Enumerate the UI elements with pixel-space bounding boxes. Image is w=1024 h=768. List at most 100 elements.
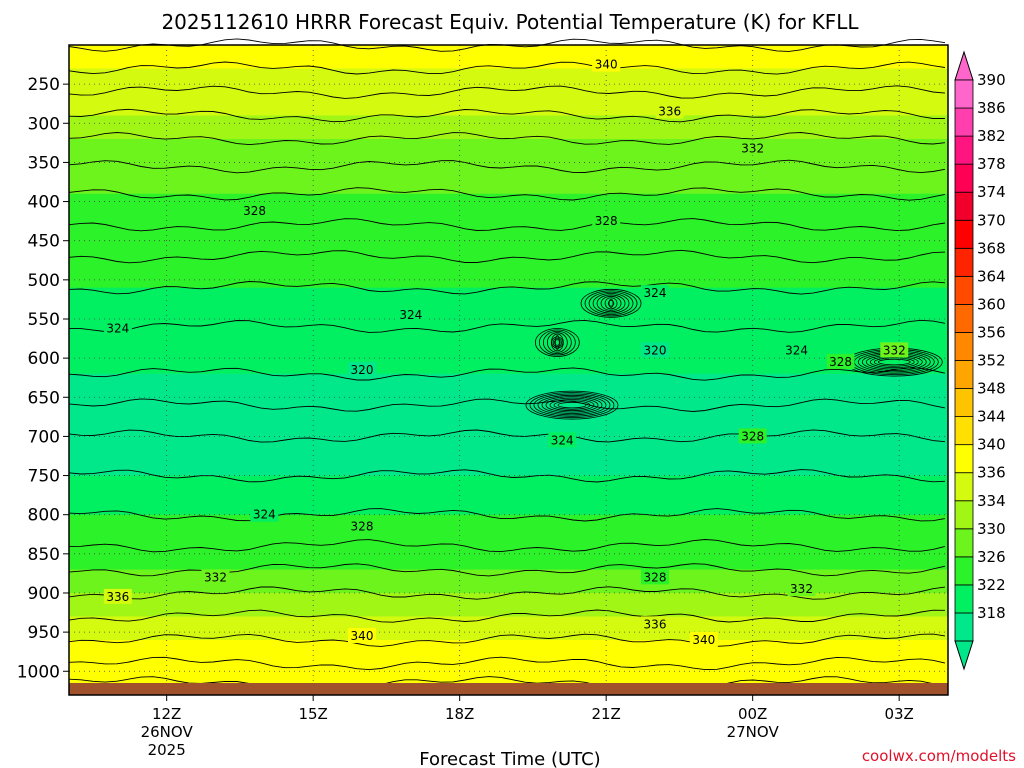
colorbar-arrow-bottom [954, 640, 974, 671]
contour-line [68, 85, 946, 99]
contour-label: 336 [644, 617, 667, 631]
contour-label: 328 [644, 570, 667, 584]
colorbar-swatch [954, 528, 974, 558]
theta-e-band [69, 639, 948, 665]
y-tick-label: 1000 [17, 662, 60, 682]
x-tick-label: 18Z [445, 705, 474, 723]
colorbar-label: 344 [977, 408, 1006, 426]
contour-label-bg [641, 616, 669, 632]
contour-line [68, 609, 946, 623]
contour-label: 328 [829, 355, 852, 369]
y-tick-label: 700 [28, 427, 60, 447]
contour-cluster [529, 392, 615, 419]
contour-cluster [592, 293, 630, 314]
x-tick-label: 12Z [152, 705, 181, 723]
contour-label: 340 [595, 58, 618, 72]
colorbar-swatch [954, 556, 974, 586]
colorbar-label: 352 [977, 352, 1006, 370]
contour-label-bg [782, 342, 811, 358]
contour-label-bg [103, 320, 132, 336]
colorbar-swatch [954, 219, 974, 249]
colorbar: 318 322 326 330 334 336 340 344 348 352 356 360 364 3… [954, 50, 1006, 671]
theta-e-band [69, 326, 948, 375]
contour-label: 332 [204, 570, 227, 584]
contour-label: 340 [351, 629, 374, 643]
colorbar-swatch [954, 360, 974, 389]
contour-label: 336 [658, 105, 681, 119]
colorbar-swatch [954, 332, 974, 361]
contour-cluster [550, 333, 564, 352]
contour-label: 328 [595, 214, 618, 228]
contour-label: 332 [741, 141, 764, 155]
contour-line [68, 469, 946, 483]
colorbar-swatch [954, 135, 974, 165]
colorbar-swatch [954, 163, 974, 193]
contour-label-bg [201, 569, 230, 585]
contour-label: 324 [644, 286, 667, 300]
theta-e-band [69, 514, 948, 547]
contour-line [68, 132, 946, 146]
colorbar-label: 364 [977, 267, 1006, 285]
colorbar-label: 356 [977, 323, 1006, 341]
colorbar-label: 386 [977, 99, 1006, 117]
colorbar-label: 390 [977, 71, 1006, 89]
contour-label-bg [348, 361, 376, 377]
theta-e-band [69, 405, 948, 438]
ground-strip [69, 683, 948, 695]
contour-label: 320 [351, 363, 374, 377]
contour-label: 332 [790, 582, 813, 596]
contour-label-bg [787, 581, 816, 597]
theta-e-band [69, 115, 948, 140]
y-tick-label: 750 [28, 467, 60, 487]
colorbar-swatch [954, 388, 974, 417]
theta-e-band [69, 475, 948, 516]
contour-label-bg [641, 569, 669, 585]
contour-label-bg [880, 342, 909, 358]
theta-e-band [69, 546, 948, 571]
contour-cluster [553, 400, 591, 410]
theta-e-band [69, 193, 948, 226]
contour-label-bg [103, 588, 132, 604]
theta-e-band [69, 45, 948, 70]
colorbar-label: 326 [977, 548, 1006, 566]
contour-label-bg [548, 432, 577, 448]
theta-e-band [69, 68, 948, 93]
contour-line [68, 539, 946, 553]
theta-e-band [69, 225, 948, 257]
contour-label-bg [250, 506, 279, 522]
y-tick-label: 650 [28, 388, 60, 408]
contour-line [68, 398, 946, 412]
contour-cluster [551, 336, 564, 349]
y-tick-label: 800 [28, 506, 60, 526]
x-tick-date: 26NOV [141, 723, 194, 741]
y-axis: 250 300 350 400 450 500 550 600 650 700 750 800 850 9… [17, 75, 69, 682]
contour-cluster [541, 396, 603, 414]
colorbar-label: 330 [977, 520, 1006, 538]
colorbar-label: 360 [977, 295, 1006, 313]
contour-cluster [554, 339, 561, 346]
contour-label-bg [641, 285, 669, 301]
contour-cluster [600, 295, 622, 311]
contour-line [68, 187, 946, 201]
contour-line [68, 108, 945, 123]
contour-label: 324 [551, 433, 574, 447]
x-tick-label: 00Z [738, 705, 767, 723]
contour-label-bg [689, 631, 718, 647]
colorbar-swatch [954, 79, 974, 109]
contour-label: 336 [106, 590, 129, 604]
contour-cluster [584, 290, 638, 317]
colorbar-swatch [954, 444, 974, 474]
colorbar-label: 382 [977, 127, 1006, 145]
chart-title: 2025112610 HRRR Forecast Equiv. Potentia… [161, 10, 859, 34]
contour-label-bg [240, 202, 269, 218]
contour-labels: 340 336 332 328 328 324 324 324 320 324 328 332 320 3… [103, 56, 909, 647]
contour-label-bg [592, 213, 621, 229]
contour-cluster [542, 330, 572, 355]
theta-e-band [69, 287, 948, 328]
colorbar-swatch [954, 191, 974, 221]
contour-label-bg [348, 628, 376, 644]
contour-label-bg [592, 56, 621, 72]
contour-cluster [525, 390, 619, 420]
contour-line [68, 281, 946, 295]
